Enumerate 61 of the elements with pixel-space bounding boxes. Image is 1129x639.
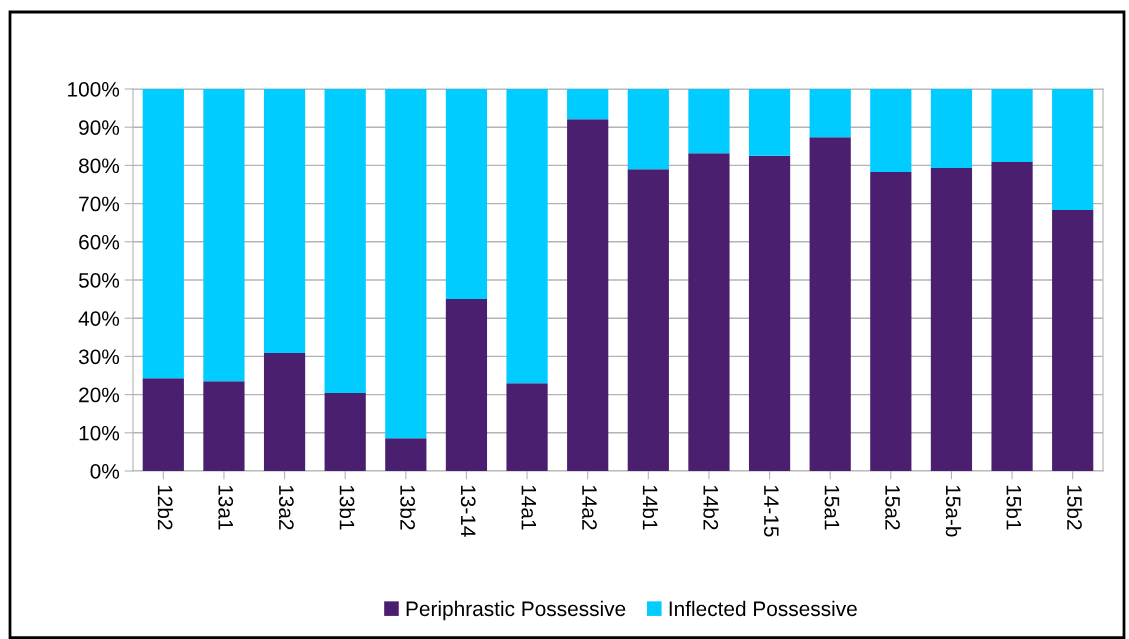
x-tick-label: 15b1 [1006,485,1022,530]
bar [567,89,609,120]
bar [142,378,184,471]
x-tick-label: 13b2 [400,485,416,530]
bar [930,168,973,471]
bar [991,161,1033,471]
x-tick-label: 13b1 [339,485,355,530]
bar [1052,210,1094,471]
x-tick-label: 13a2 [278,485,294,530]
bar [748,155,791,471]
bar [567,119,609,471]
bar [688,153,730,471]
y-tick-label: 20% [79,387,120,403]
bar [385,438,427,471]
bar [627,169,669,471]
bar [870,89,912,172]
y-tick-label: 50% [78,273,120,288]
bar [870,171,912,471]
x-tick-label: 13-14 [460,485,476,537]
bar [1052,89,1094,211]
x-tick-label: 14a2 [582,485,597,530]
y-tick-label: 40% [78,311,120,326]
bar [203,89,245,382]
x-tick-label: 15a-b [945,485,962,537]
bar [627,89,669,170]
y-tick-label: 80% [79,158,120,174]
bar [748,89,791,156]
bar [324,89,366,394]
x-tick-label: 14b2 [703,485,719,530]
bar [445,299,488,471]
bar [688,89,730,154]
x-tick-label: 12b2 [157,485,174,530]
bar [263,89,306,353]
x-tick-label: 13a1 [218,485,234,530]
bar [445,89,488,300]
bar [506,89,548,384]
y-tick-label: 60% [79,234,120,250]
bar [506,383,548,471]
x-tick-label: 15b2 [1067,485,1083,530]
legend-label: Inflected Possessive [669,600,857,617]
y-tick-label: 30% [78,349,120,365]
bar [809,89,851,138]
bar [142,89,184,379]
bar [809,137,851,471]
x-tick-label: 14b1 [642,485,659,530]
y-tick-label: 90% [79,120,120,135]
bar [263,352,306,471]
bar [930,89,973,169]
y-tick-label: 0% [90,464,120,479]
x-tick-label: 14-15 [763,485,779,537]
y-tick-label: 100% [68,82,120,97]
x-tick-label: 14a1 [521,485,537,530]
y-tick-label: 70% [79,196,120,212]
x-tick-label: 15a2 [885,485,900,530]
bar [324,393,366,471]
x-tick-label: 15a1 [824,485,840,530]
bar [203,381,245,471]
legend-label: Periphrastic Possessive [406,600,626,621]
bar [991,89,1033,162]
y-tick-label: 10% [79,425,120,441]
bar [385,89,427,439]
